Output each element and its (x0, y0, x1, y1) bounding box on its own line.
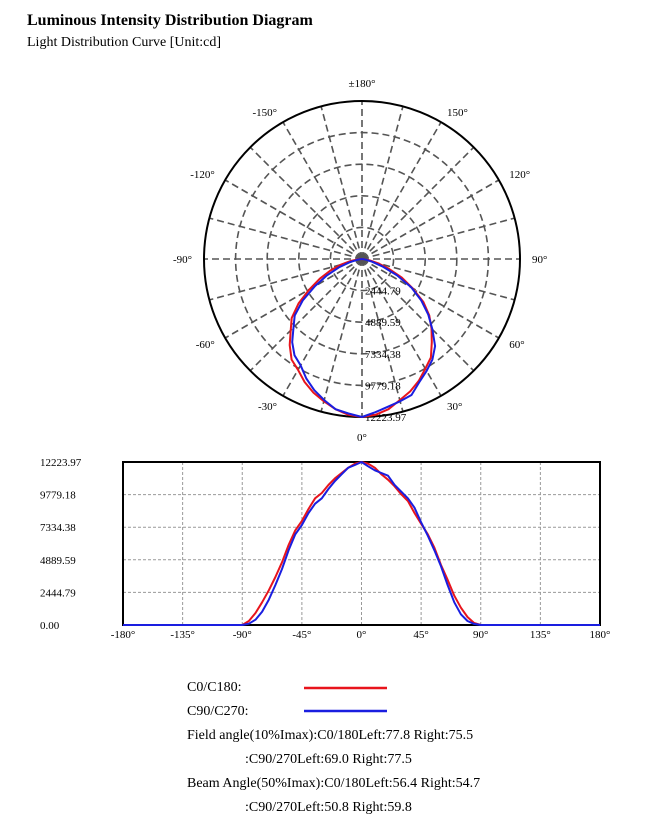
polar-spoke (209, 217, 363, 260)
linear-y-tick-label: 0.00 (40, 620, 60, 632)
polar-series-c90-c270 (291, 258, 437, 418)
polar-spoke (361, 179, 500, 260)
linear-y-tick-label: 2444.79 (40, 587, 76, 599)
polar-spoke (361, 258, 475, 372)
polar-spoke (361, 146, 475, 260)
page-title: Luminous Intensity Distribution Diagram (27, 12, 313, 29)
linear-x-tick-label: -90° (233, 629, 252, 641)
linear-x-tick-label: 45° (413, 629, 428, 641)
polar-spoke (361, 258, 404, 412)
linear-series-c90-c270 (123, 461, 600, 626)
legend-label-c0: C0/C180: (187, 680, 242, 695)
polar-angle-label: -60° (196, 339, 215, 351)
polar-chart: ±180° 150° 120° 90° 60° 30° 0° -30° -60° -90° -120… (173, 78, 547, 444)
polar-spoke (320, 106, 363, 260)
polar-ring-2 (297, 195, 426, 324)
polar-ring-1 (329, 226, 395, 292)
polar-spoke (320, 258, 363, 412)
legend-label-c90: C90/C270: (187, 704, 249, 719)
linear-y-tick-label: 7334.38 (40, 522, 76, 534)
linear-x-tick-label: 0° (357, 629, 367, 641)
polar-angle-label: -150° (252, 107, 277, 119)
field-angle-c90: :C90/270Left:69.0 Right:77.5 (245, 752, 412, 767)
linear-y-tick-label: 4889.59 (40, 555, 76, 567)
linear-x-tick-label: 135° (530, 629, 551, 641)
page-subtitle: Light Distribution Curve [Unit:cd] (27, 35, 222, 50)
polar-angle-label: 60° (509, 339, 524, 351)
beam-angle-c0: Beam Angle(50%Imax):C0/180Left:56.4 Righ… (187, 776, 481, 791)
polar-spoke (361, 258, 500, 339)
polar-angle-label: 150° (447, 107, 468, 119)
polar-angle-label: 0° (357, 432, 367, 444)
linear-x-tick-label: 180° (590, 629, 611, 641)
linear-x-tick-label: -135° (170, 629, 195, 641)
linear-y-tick-label: 9779.18 (40, 490, 76, 502)
polar-radial-label: 9779.18 (365, 380, 401, 392)
polar-radial-label: 7334.38 (365, 349, 401, 361)
polar-spoke (249, 146, 363, 260)
polar-spoke (361, 217, 515, 260)
beam-angle-c90: :C90/270Left:50.8 Right:59.8 (245, 800, 412, 815)
polar-angle-label: 120° (509, 169, 530, 181)
polar-spoke (282, 121, 363, 260)
polar-angle-label: -90° (173, 254, 192, 266)
field-angle-c0: Field angle(10%Imax):C0/180Left:77.8 Rig… (187, 728, 474, 743)
linear-x-tick-label: -180° (111, 629, 136, 641)
linear-chart: 0.00 2444.79 4889.59 7334.38 9779.18 12223.97… (40, 457, 610, 641)
polar-spoke (224, 258, 363, 339)
polar-radial-label: 4889.59 (365, 317, 401, 329)
polar-spoke (361, 106, 404, 260)
polar-angle-label: -30° (258, 401, 277, 413)
polar-radial-label: 2444.79 (365, 286, 401, 298)
polar-angle-label: ±180° (349, 78, 376, 90)
legend-lines (304, 686, 387, 713)
polar-spoke (361, 121, 442, 260)
polar-spoke (209, 258, 363, 301)
polar-angle-label: 30° (447, 401, 462, 413)
polar-angle-label: 90° (532, 254, 547, 266)
polar-spoke (361, 258, 442, 397)
polar-spoke (361, 258, 515, 301)
polar-spoke (224, 179, 363, 260)
polar-angle-label: -120° (190, 169, 215, 181)
linear-x-tick-label: -45° (292, 629, 311, 641)
polar-spoke (249, 258, 363, 372)
linear-x-tick-label: 90° (473, 629, 488, 641)
polar-spoke (282, 258, 363, 397)
linear-y-tick-label: 12223.97 (40, 457, 82, 469)
